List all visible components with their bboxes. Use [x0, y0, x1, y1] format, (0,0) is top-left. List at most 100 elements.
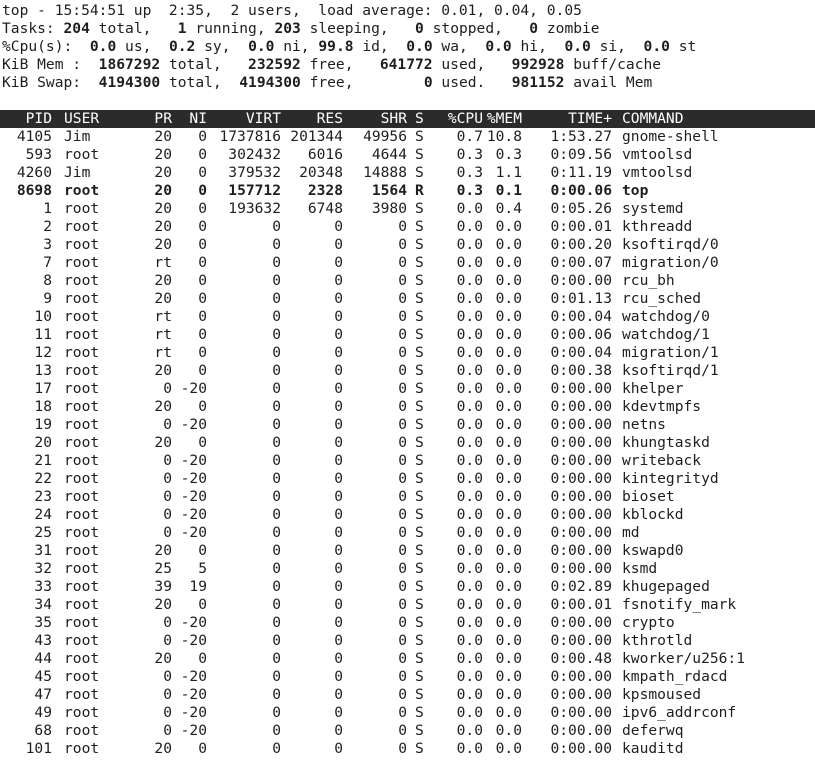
cell-pid: 101 — [25, 740, 52, 757]
cell-time: 0:00.04 — [550, 344, 612, 361]
cell-nice: 0 — [198, 542, 207, 559]
cell-state: S — [415, 290, 424, 307]
cell-priority: 20 — [154, 200, 172, 217]
cell-virt: 0 — [272, 632, 281, 649]
cell-virt: 0 — [272, 542, 281, 559]
table-row: 22 root 0 -20 0 0 0 S 0.0 0.0 0:00.00 kintegrityd — [0, 470, 815, 488]
cell-state: S — [415, 416, 424, 433]
cell-nice: 19 — [189, 578, 207, 595]
cell-virt: 302432 — [228, 146, 281, 163]
cell-shr: 0 — [398, 740, 407, 757]
column-header-ni: NI — [189, 110, 207, 127]
uptime-line: top - 15:54:51 up 2:35, 2 users, load av… — [2, 2, 582, 19]
cell-nice: 0 — [198, 344, 207, 361]
cell-res: 0 — [334, 542, 343, 559]
cell-nice: 5 — [198, 560, 207, 577]
table-row: 8698 root 20 0 157712 2328 1564 R 0.3 0.1 0:00.06 t… — [0, 182, 815, 200]
cell-cpu: 0.0 — [456, 308, 483, 325]
cell-nice: 0 — [198, 218, 207, 235]
column-header-cpu: %CPU — [447, 110, 483, 127]
cell-pid: 44 — [34, 650, 52, 667]
cell-pid: 68 — [34, 722, 52, 739]
cell-priority: 20 — [154, 272, 172, 289]
cell-pid: 47 — [34, 686, 52, 703]
cell-virt: 0 — [272, 650, 281, 667]
cell-pid: 12 — [34, 344, 52, 361]
cell-virt: 0 — [272, 614, 281, 631]
cell-cpu: 0.0 — [456, 434, 483, 451]
cell-user: root — [64, 452, 100, 469]
cell-command: netns — [622, 416, 666, 433]
cell-res: 0 — [334, 254, 343, 271]
table-row: 43 root 0 -20 0 0 0 S 0.0 0.0 0:00.00 kthrotld — [0, 632, 815, 650]
cell-state: S — [415, 542, 424, 559]
cell-mem: 0.0 — [495, 542, 522, 559]
cell-state: S — [415, 452, 424, 469]
cell-command: kdevtmpfs — [622, 398, 702, 415]
cell-cpu: 0.7 — [456, 128, 483, 145]
cell-virt: 0 — [272, 578, 281, 595]
cell-state: S — [415, 470, 424, 487]
cell-time: 0:11.19 — [550, 164, 612, 181]
cell-cpu: 0.0 — [456, 398, 483, 415]
cell-virt: 0 — [272, 704, 281, 721]
cell-priority: 20 — [154, 182, 172, 199]
cell-shr: 0 — [398, 398, 407, 415]
cell-shr: 0 — [398, 578, 407, 595]
cpu-st: 0.0 — [643, 38, 670, 55]
cell-state: S — [415, 236, 424, 253]
cell-command: ksoftirqd/1 — [622, 362, 719, 379]
cpu-id: 99.8 — [318, 38, 354, 55]
cell-user: root — [64, 218, 100, 235]
cell-command: khugepaged — [622, 578, 710, 595]
table-row: 4260 Jim 20 0 379532 20348 14888 S 0.3 1.1 0:11.19… — [0, 164, 815, 182]
cpu-line: %Cpu(s): 0.0 us, 0.2 sy, 0.0 ni, 99.8 id… — [2, 38, 696, 56]
cell-shr: 0 — [398, 686, 407, 703]
cell-priority: 0 — [163, 488, 172, 505]
cell-nice: -20 — [180, 632, 207, 649]
cell-state: S — [415, 146, 424, 163]
cell-priority: 20 — [154, 650, 172, 667]
cell-cpu: 0.0 — [456, 722, 483, 739]
table-row: 68 root 0 -20 0 0 0 S 0.0 0.0 0:00.00 deferwq — [0, 722, 815, 740]
tasks-line: Tasks: 204 total, 1 running, 203 sleepin… — [2, 20, 600, 38]
cell-mem: 0.0 — [495, 470, 522, 487]
cell-time: 0:00.00 — [550, 740, 612, 757]
cell-state: S — [415, 506, 424, 523]
tasks-stopped-label: stopped, — [432, 20, 503, 37]
cell-res: 0 — [334, 650, 343, 667]
tasks-stopped: 0 — [415, 20, 424, 37]
cell-cpu: 0.0 — [456, 740, 483, 757]
cell-cpu: 0.0 — [456, 272, 483, 289]
cell-user: root — [64, 398, 100, 415]
cell-res: 0 — [334, 290, 343, 307]
cell-cpu: 0.0 — [456, 380, 483, 397]
cell-res: 6016 — [307, 146, 343, 163]
cell-priority: 0 — [163, 704, 172, 721]
cell-cpu: 0.3 — [456, 182, 483, 199]
cell-state: S — [415, 578, 424, 595]
cell-user: root — [64, 362, 100, 379]
cell-res: 0 — [334, 740, 343, 757]
cell-user: root — [64, 524, 100, 541]
cell-shr: 0 — [398, 596, 407, 613]
cell-nice: -20 — [180, 416, 207, 433]
cell-res: 0 — [334, 416, 343, 433]
cell-time: 0:00.00 — [550, 542, 612, 559]
cell-mem: 0.0 — [495, 398, 522, 415]
cell-shr: 0 — [398, 272, 407, 289]
cell-cpu: 0.0 — [456, 362, 483, 379]
cell-state: S — [415, 614, 424, 631]
cell-mem: 0.0 — [495, 236, 522, 253]
cell-mem: 0.0 — [495, 452, 522, 469]
cell-cpu: 0.0 — [456, 596, 483, 613]
table-row: 101 root 20 0 0 0 0 S 0.0 0.0 0:00.00 kauditd — [0, 740, 815, 758]
cell-priority: 0 — [163, 380, 172, 397]
cell-virt: 0 — [272, 380, 281, 397]
cell-time: 0:00.00 — [550, 632, 612, 649]
mem-total-label: total, — [168, 56, 222, 73]
cell-state: S — [415, 254, 424, 271]
cell-res: 0 — [334, 578, 343, 595]
column-header-pr: PR — [154, 110, 172, 127]
